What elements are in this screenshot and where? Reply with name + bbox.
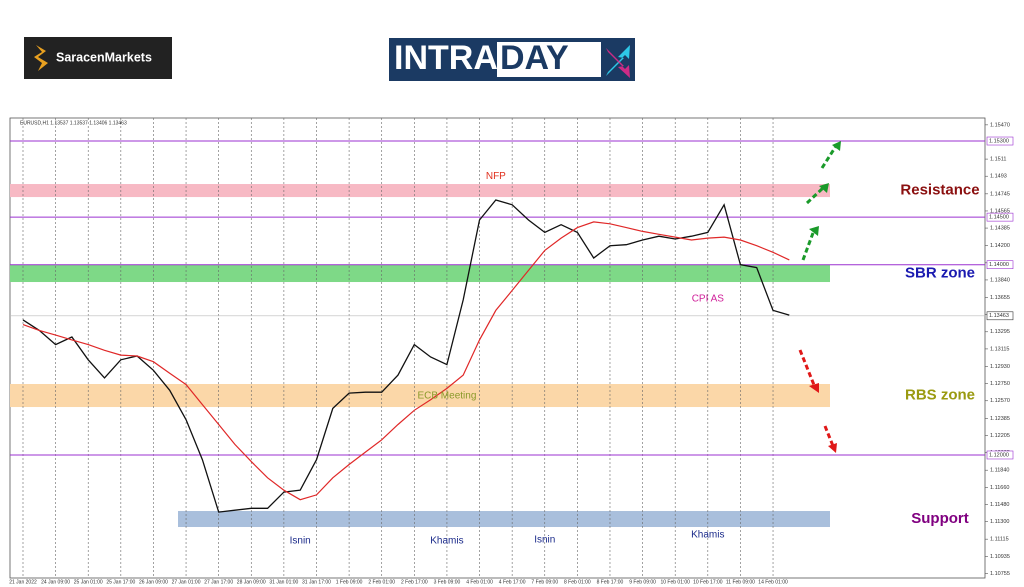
- level-label-box: [986, 136, 1014, 146]
- y-tick-label: 1.10755: [990, 571, 1010, 577]
- x-tick-label: 25 Jan 01:00: [74, 579, 103, 585]
- y-tick-label: 1.12205: [990, 433, 1010, 439]
- arrow-head: [809, 226, 819, 236]
- logo-bg: [24, 37, 172, 79]
- brand-right: DAY: [500, 39, 569, 77]
- arrow-head: [832, 141, 841, 151]
- x-tick-label: 2 Feb 17:00: [401, 579, 428, 585]
- brand-logo: INTRA DAY: [389, 38, 635, 81]
- arrow-up: [820, 145, 838, 169]
- level-label-box: [986, 450, 1014, 460]
- y-tick-label: 1.12750: [990, 381, 1010, 387]
- arrow-down: [823, 425, 835, 447]
- zone: [10, 184, 830, 198]
- annotation: ECB Meeting: [417, 391, 476, 402]
- chart-title: EURUSD,H1 1.13537 1.13537 1.13406 1.1346…: [20, 120, 127, 126]
- arrow-heads: [809, 141, 841, 453]
- x-tick-label: 7 Feb 09:00: [531, 579, 558, 585]
- y-tick-label: 1.13655: [990, 295, 1010, 301]
- x-tick-label: 31 Jan 17:00: [302, 579, 331, 585]
- zone-label: RBS zone: [905, 386, 975, 403]
- x-tick-label: 25 Jan 17:00: [106, 579, 135, 585]
- y-tick-label: 1.12570: [990, 398, 1010, 404]
- x-tick-label: 26 Jan 09:00: [139, 579, 168, 585]
- logo-text: SaracenMarkets: [56, 50, 152, 64]
- zone-label: Support: [911, 510, 969, 527]
- arrow-up: [801, 232, 815, 261]
- x-tick-label: 27 Jan 01:00: [172, 579, 201, 585]
- zone-label: SBR zone: [905, 264, 975, 281]
- x-tick-label: 4 Feb 17:00: [499, 579, 526, 585]
- y-tick-label: 1.14565: [990, 208, 1010, 214]
- brand-arrow-up: [606, 45, 630, 76]
- y-tick-label: 1.12385: [990, 416, 1010, 422]
- level-label-box: [986, 260, 1014, 270]
- annotation: NFP: [486, 171, 506, 182]
- x-tick-label: 14 Feb 01:00: [758, 579, 788, 585]
- x-tick-label: 21 Jan 2022: [9, 579, 37, 585]
- zone-label: Resistance: [900, 182, 979, 199]
- y-tick-label: 1.11660: [990, 485, 1009, 491]
- y-tick-label: 1.14200: [990, 243, 1010, 249]
- brand-arrow-down: [606, 48, 630, 78]
- level-label: 1.14000: [989, 262, 1009, 268]
- y-tick-label: 1.11480: [990, 502, 1009, 508]
- price-line: [22, 199, 790, 513]
- y-tick-label: 1.12930: [990, 364, 1010, 370]
- logo-icon: [34, 45, 48, 71]
- current-price-box: [986, 311, 1014, 321]
- brand-left: INTRA: [394, 39, 498, 77]
- x-tick-label: 2 Feb 01:00: [368, 579, 395, 585]
- y-tick-label: 1.14385: [990, 226, 1010, 232]
- current-price-label: 1.13463: [989, 313, 1009, 319]
- x-tick-label: 8 Feb 01:00: [564, 579, 591, 585]
- level-label-box: [986, 212, 1014, 222]
- x-tick-label: 3 Feb 09:00: [434, 579, 461, 585]
- broker-logo: SaracenMarkets: [24, 37, 172, 79]
- y-tick-label: 1.1493: [990, 174, 1007, 180]
- brand-box: [497, 42, 601, 77]
- x-tick-label: 10 Feb 01:00: [660, 579, 690, 585]
- x-tick-label: 4 Feb 01:00: [466, 579, 493, 585]
- arrow-up: [805, 186, 825, 205]
- y-tick-label: 1.11115: [990, 537, 1009, 543]
- zone: [178, 511, 830, 528]
- y-tick-label: 1.13295: [990, 329, 1010, 335]
- zone: [10, 384, 830, 408]
- x-tick-label: 8 Feb 17:00: [597, 579, 624, 585]
- annotation: CPI AS: [692, 294, 725, 305]
- x-tick-label: 27 Jan 17:00: [204, 579, 233, 585]
- arrow-head: [828, 443, 837, 453]
- arrows: [798, 145, 838, 447]
- level-label: 1.15300: [989, 138, 1009, 144]
- y-tick-label: 1.11300: [990, 519, 1009, 525]
- arrow-head: [819, 183, 829, 193]
- y-tick-label: 1.15470: [990, 122, 1010, 128]
- y-tick-label: 1.13115: [990, 346, 1009, 352]
- moving-average: [22, 221, 790, 501]
- level-label: 1.14500: [989, 215, 1009, 221]
- annotation: Isnin: [534, 534, 555, 545]
- annotation: Khamis: [430, 535, 463, 546]
- x-tick-label: 11 Feb 09:00: [726, 579, 755, 585]
- y-tick-label: 1.1511: [990, 157, 1006, 163]
- annotation: Khamis: [691, 530, 724, 541]
- zone: [10, 264, 830, 283]
- y-tick-label: 1.11840: [990, 468, 1009, 474]
- level-label: 1.12000: [989, 452, 1009, 458]
- arrow-down: [798, 349, 816, 386]
- y-tick-label: 1.13840: [990, 277, 1010, 283]
- arrow-head: [809, 383, 819, 393]
- x-tick-label: 28 Jan 09:00: [237, 579, 266, 585]
- x-tick-label: 1 Feb 09:00: [336, 579, 363, 585]
- y-tick-label: 1.14745: [990, 191, 1010, 197]
- x-tick-label: 31 Jan 01:00: [269, 579, 298, 585]
- x-tick-label: 9 Feb 09:00: [629, 579, 656, 585]
- x-tick-label: 10 Feb 17:00: [693, 579, 723, 585]
- y-tick-label: 1.10935: [990, 554, 1010, 560]
- annotation: Isnin: [290, 535, 311, 546]
- x-tick-label: 24 Jan 09:00: [41, 579, 70, 585]
